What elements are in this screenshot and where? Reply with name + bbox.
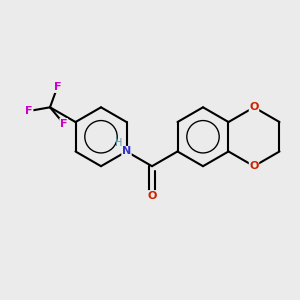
Text: O: O — [147, 190, 157, 201]
Text: F: F — [26, 106, 33, 116]
Text: O: O — [249, 161, 259, 171]
Text: H: H — [116, 138, 123, 148]
Text: N: N — [122, 146, 131, 157]
Text: F: F — [60, 118, 68, 128]
Text: F: F — [53, 82, 61, 92]
Text: O: O — [249, 102, 259, 112]
